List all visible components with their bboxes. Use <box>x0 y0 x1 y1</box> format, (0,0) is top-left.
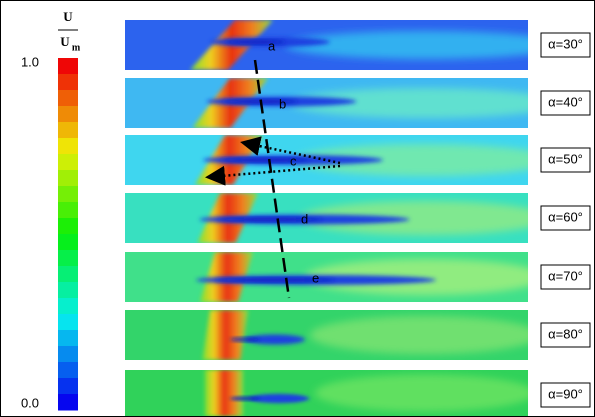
contour-panel <box>125 310 540 360</box>
colorbar-subscript: m <box>72 42 81 53</box>
alpha-label: α=30° <box>548 36 583 51</box>
panel-letter: b <box>279 96 286 111</box>
colorbar <box>58 58 78 411</box>
contour-panel <box>125 20 565 70</box>
panel-letter: e <box>312 270 319 285</box>
wake-core <box>225 40 285 44</box>
alpha-label: α=50° <box>548 151 583 166</box>
jet-band <box>203 310 249 360</box>
colorbar-band <box>58 170 78 187</box>
outer-flow <box>315 375 535 412</box>
alpha-label: α=60° <box>548 209 583 224</box>
contour-panel <box>125 135 555 185</box>
colorbar-band <box>58 378 78 395</box>
wake-core <box>230 397 260 401</box>
colorbar-band <box>58 218 78 235</box>
colorbar-band <box>58 250 78 267</box>
colorbar-band <box>58 74 78 91</box>
outer-flow <box>285 31 565 59</box>
wake-core <box>220 158 310 162</box>
alpha-label: α=90° <box>548 386 583 401</box>
figure: U U m 1.0 0.0 a α=30° b α=40° c α=50° d α=60° e α… <box>0 0 595 417</box>
colorbar-band <box>58 138 78 155</box>
contour-panel <box>125 252 545 302</box>
colorbar-band <box>58 266 78 283</box>
alpha-label: α=80° <box>548 326 583 341</box>
panel-letter: a <box>268 38 276 53</box>
colorbar-min-label: 0.0 <box>21 395 39 410</box>
colorbar-band <box>58 58 78 75</box>
colorbar-band <box>58 106 78 123</box>
colorbar-band <box>58 346 78 363</box>
colorbar-band <box>58 298 78 315</box>
contour-panel <box>125 193 550 243</box>
contour-panel <box>125 370 535 416</box>
panel-letter: c <box>290 153 297 168</box>
colorbar-denominator: U <box>60 34 70 49</box>
alpha-label: α=40° <box>548 94 583 109</box>
outer-flow <box>310 316 540 354</box>
colorbar-band <box>58 122 78 139</box>
colorbar-band <box>58 186 78 203</box>
colorbar-band <box>58 282 78 299</box>
colorbar-band <box>58 330 78 347</box>
wake-core <box>230 338 260 342</box>
alpha-label: α=70° <box>548 268 583 283</box>
colorbar-band <box>58 202 78 219</box>
colorbar-band <box>58 362 78 379</box>
colorbar-max-label: 1.0 <box>21 54 39 69</box>
jet-band <box>205 370 243 416</box>
colorbar-band <box>58 394 78 411</box>
panel-letter: d <box>301 211 308 226</box>
panels <box>125 20 565 416</box>
colorbar-numerator: U <box>63 9 73 24</box>
colorbar-band <box>58 314 78 331</box>
colorbar-band <box>58 234 78 251</box>
contour-panel <box>125 78 560 128</box>
colorbar-band <box>58 90 78 107</box>
colorbar-band <box>58 154 78 171</box>
